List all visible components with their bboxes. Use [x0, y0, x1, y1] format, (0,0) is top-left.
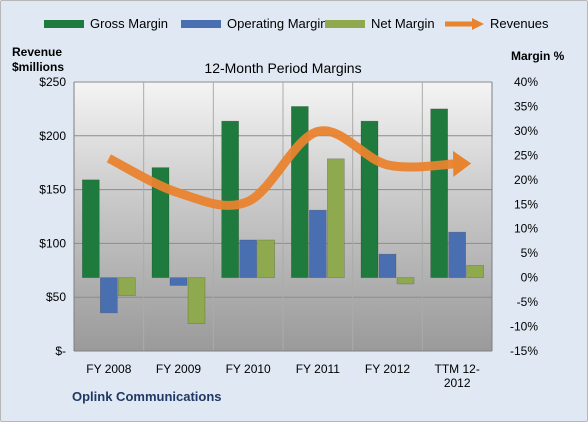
legend-operating-margin: Operating Margin: [181, 16, 327, 31]
legend-net-margin: Net Margin: [325, 16, 435, 31]
legend-label-operating-margin: Operating Margin: [227, 16, 328, 31]
category-label: 2012: [444, 376, 471, 390]
gross-margin-bar: [151, 167, 170, 278]
gross-margin-bar: [221, 120, 239, 278]
revenue-arrowhead: [452, 150, 472, 177]
left-tick-label: $100: [39, 236, 66, 250]
net-margin-bar: [118, 277, 136, 297]
left-axis-title: Revenue $millions: [12, 45, 64, 75]
left-axis-title-line1: Revenue: [12, 45, 63, 59]
net-margin-bar: [396, 277, 415, 285]
left-tick-label: $150: [39, 183, 66, 197]
operating-margin-bar: [100, 277, 118, 314]
right-tick-label: -10%: [510, 320, 538, 334]
right-tick-label: 40%: [514, 75, 538, 89]
left-tick-label: $50: [46, 290, 66, 304]
category-label: FY 2011: [296, 362, 341, 376]
operating-margin-bar: [309, 209, 327, 278]
gross-margin-bar: [430, 108, 448, 278]
category-label: TTM 12-: [434, 362, 479, 376]
right-tick-label: 25%: [514, 148, 538, 162]
legend-arrow-icon: [445, 17, 484, 30]
left-axis-title-line2: $millions: [12, 60, 65, 74]
left-tick-label: $200: [39, 129, 66, 143]
operating-margin-bar: [448, 231, 466, 278]
right-tick-label: 10%: [514, 222, 538, 236]
legend-swatch-net-margin: [325, 19, 365, 28]
net-margin-bar: [327, 158, 345, 278]
category-label: FY 2008: [86, 362, 131, 376]
left-tick-label: $-: [55, 344, 66, 358]
gross-margin-bar: [82, 179, 100, 278]
net-margin-bar: [187, 277, 206, 324]
legend-swatch-gross-margin: [44, 19, 84, 28]
company-name: Oplink Communications: [72, 389, 222, 404]
legend-label-net-margin: Net Margin: [371, 16, 435, 31]
right-tick-label: -5%: [517, 295, 539, 309]
legend-label-gross-margin: Gross Margin: [90, 16, 169, 31]
right-tick-label: 5%: [521, 246, 539, 260]
legend-swatch-operating-margin: [181, 19, 221, 28]
right-tick-label: -15%: [510, 344, 538, 358]
right-tick-label: 20%: [514, 173, 538, 187]
operating-margin-bar: [378, 253, 397, 278]
category-label: FY 2009: [156, 362, 201, 376]
right-tick-label: 30%: [514, 124, 538, 138]
legend-label-revenues: Revenues: [490, 16, 549, 31]
net-margin-bar: [466, 265, 484, 278]
revenue-line: [106, 126, 458, 210]
right-tick-label: 15%: [514, 197, 538, 211]
operating-margin-bar: [169, 277, 188, 286]
operating-margin-bar: [239, 239, 257, 278]
gross-margin-bar: [360, 120, 379, 278]
chart-title: 12-Month Period Margins: [204, 60, 362, 76]
right-axis-title: Margin %: [511, 49, 565, 63]
category-label: FY 2012: [365, 362, 410, 376]
net-margin-bar: [257, 239, 275, 278]
gross-margin-bar: [291, 106, 309, 278]
legend-revenues: Revenues: [444, 16, 549, 31]
legend-gross-margin: Gross Margin: [44, 16, 168, 31]
category-label: FY 2010: [226, 362, 271, 376]
right-tick-label: 35%: [514, 99, 538, 113]
left-tick-label: $250: [39, 75, 66, 89]
right-tick-label: 0%: [521, 271, 539, 285]
